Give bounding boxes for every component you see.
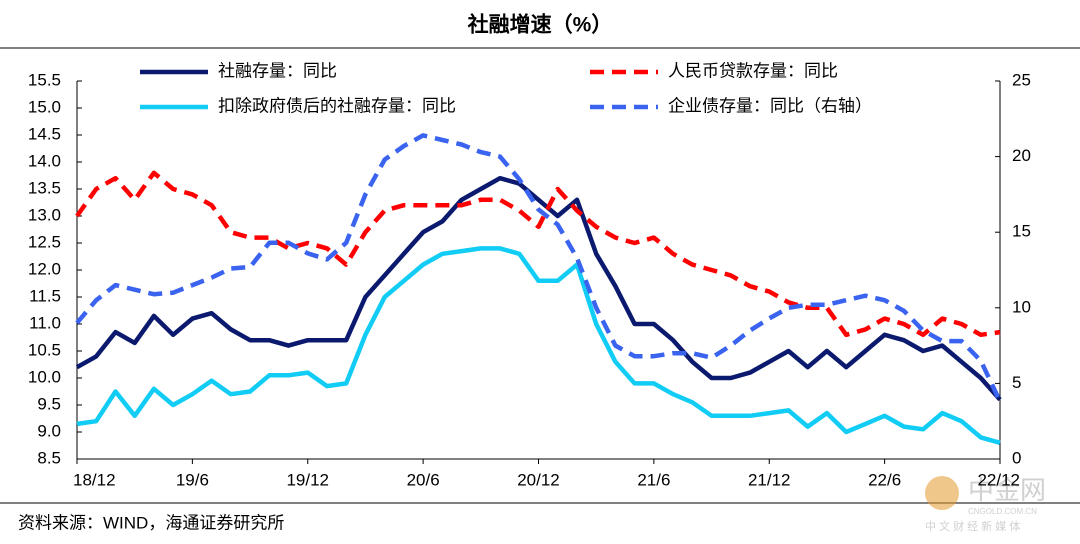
series-line	[75, 170, 1001, 338]
y-tick-label: 14.5	[28, 124, 61, 143]
y2-tick-label: 5	[1012, 373, 1021, 392]
y-tick-label: 9.5	[37, 394, 61, 413]
y-tick-label: 12.5	[28, 232, 61, 251]
y-tick-label: 15.5	[28, 70, 61, 89]
x-tick-label: 21/6	[637, 470, 670, 489]
y-tick-label: 12.0	[28, 259, 61, 278]
y-tick-label: 9.0	[37, 421, 61, 440]
y-tick-label: 13.5	[28, 178, 61, 197]
watermark-site: CNGOLD.COM.CN	[968, 507, 1037, 516]
series-line	[75, 133, 1003, 403]
x-tick-label: 22/6	[868, 470, 901, 489]
x-tick-label: 18/12	[73, 470, 116, 489]
x-tick-label: 21/12	[748, 470, 791, 489]
series-line	[76, 246, 1001, 445]
y-tick-label: 14.0	[28, 151, 61, 170]
legend-label: 社融存量：同比	[218, 61, 337, 80]
y-tick-label: 11.0	[29, 313, 61, 332]
y-tick-label: 10.5	[28, 340, 61, 359]
watermark-logo	[925, 476, 959, 510]
x-tick-label: 19/12	[286, 470, 329, 489]
y2-tick-label: 25	[1012, 70, 1031, 89]
series-line	[75, 175, 1002, 402]
y-tick-label: 15.0	[28, 97, 61, 116]
y-tick-label: 11.5	[29, 286, 61, 305]
y-tick-label: 10.0	[28, 367, 61, 386]
watermark-logo-text: 中金网	[968, 475, 1046, 505]
watermark: 中金网 CNGOLD.COM.CN 中 文 财 经 新 媒 体	[925, 475, 1046, 533]
x-tick-label: 20/6	[407, 470, 440, 489]
watermark-tagline: 中 文 财 经 新 媒 体	[925, 519, 1020, 533]
y-tick-label: 13.0	[28, 205, 61, 224]
y-tick-label: 8.5	[37, 448, 61, 467]
legend-label: 企业债存量：同比（右轴）	[668, 96, 872, 115]
x-tick-label: 22/12	[977, 470, 1020, 489]
y2-tick-label: 15	[1012, 222, 1031, 241]
chart-title: 社融增速（%）	[467, 13, 613, 37]
source-note: 资料来源：WIND，海通证券研究所	[18, 513, 284, 532]
y2-tick-label: 20	[1012, 146, 1031, 165]
y2-tick-label: 10	[1012, 297, 1031, 316]
legend-label: 人民币贷款存量：同比	[668, 61, 838, 80]
x-tick-label: 19/6	[176, 470, 209, 489]
legend-label: 扣除政府债后的社融存量：同比	[218, 96, 456, 115]
x-tick-label: 20/12	[517, 470, 560, 489]
y2-tick-label: 0	[1012, 448, 1021, 467]
